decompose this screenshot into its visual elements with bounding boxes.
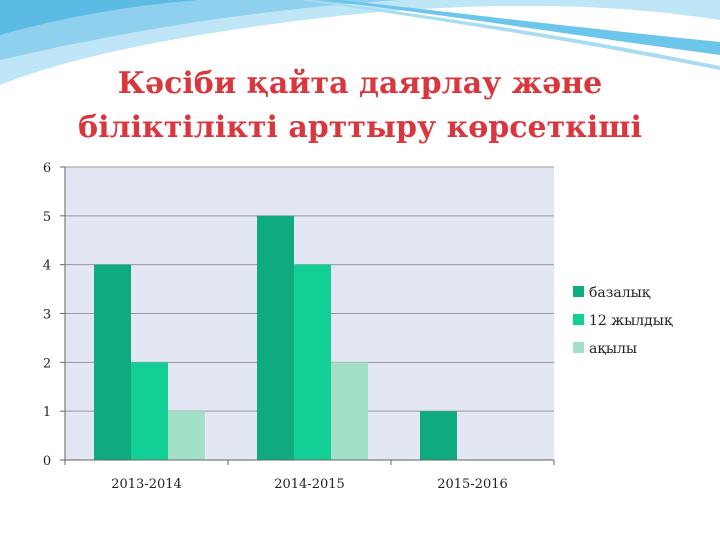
y-tick-label: 4: [43, 259, 51, 274]
chart-title-line-1: Кәсіби қайта даярлау және: [117, 66, 603, 101]
bar-1-2013-2014: [94, 264, 131, 460]
chart-title: Кәсіби қайта даярлау және біліктілікті а…: [60, 62, 660, 150]
y-tick-label: 3: [43, 308, 51, 323]
legend: базалық 12 жылдық ақылы: [573, 285, 673, 357]
y-tick-label: 1: [43, 405, 51, 420]
y-tick-label: 5: [43, 210, 51, 225]
bars: [94, 215, 457, 460]
legend-label: ақылы: [589, 341, 637, 357]
x-axis-ticks: 2013-2014 2014-2015 2015-2016: [64, 460, 555, 492]
legend-label: 12 жылдық: [589, 313, 673, 329]
bar-2-2013-2014: [131, 362, 168, 460]
bar-chart: 0 1 2 3 4 5 6 2013-2014 2014-2015 2015-2016 база…: [43, 161, 673, 492]
y-tick-label: 2: [43, 356, 51, 371]
chart-title-line-2: біліктілікті арттыру көрсеткіші: [78, 110, 642, 145]
legend-swatch: [573, 286, 584, 297]
legend-swatch: [573, 342, 584, 353]
legend-label: базалық: [589, 285, 651, 301]
bar-1-2014-2015: [257, 215, 294, 460]
decorative-banner: [0, 0, 720, 85]
y-tick-label: 6: [43, 161, 51, 176]
bar-1-2015-2016: [420, 411, 457, 460]
bar-3-2014-2015: [331, 362, 368, 460]
bar-2-2014-2015: [294, 264, 331, 460]
x-tick-label: 2014-2015: [274, 477, 345, 492]
y-tick-label: 0: [43, 454, 51, 469]
legend-swatch: [573, 314, 584, 325]
y-axis-ticks: 0 1 2 3 4 5 6: [43, 161, 65, 469]
x-tick-label: 2013-2014: [111, 477, 182, 492]
x-tick-label: 2015-2016: [437, 477, 508, 492]
bar-3-2013-2014: [168, 411, 205, 460]
